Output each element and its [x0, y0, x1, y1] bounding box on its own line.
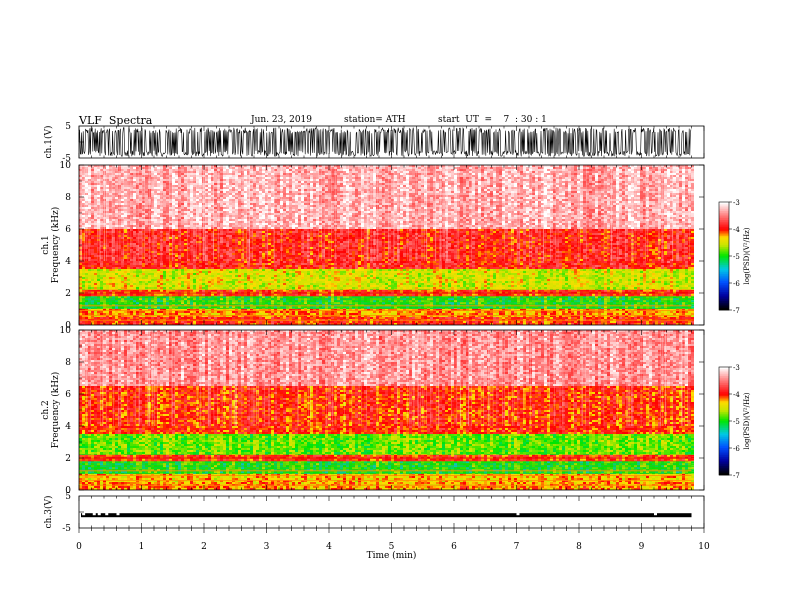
ch1-colorbar-label: log(PSD)(V²/Hz)	[743, 227, 751, 284]
ch2-band-0	[79, 482, 694, 490]
x-tick-label-5: 5	[389, 542, 395, 552]
ch3-gap-1	[92, 512, 96, 516]
ch3-wave-ytick-top: 5	[65, 492, 71, 502]
ch2-spec-ytick-2: 6	[65, 390, 71, 400]
ch3-gap-4	[116, 512, 120, 516]
plot-title: VLF Spectra	[79, 114, 152, 127]
ch3-gap-3	[105, 512, 109, 516]
ch1-band-6	[79, 165, 694, 229]
ch1-spectrogram	[79, 165, 694, 325]
ch2-spec-ytick-4: 2	[65, 454, 71, 464]
ch3-gap-6	[654, 512, 657, 516]
ch1-spec-ytick-5: 0	[65, 321, 71, 331]
ch2-spec-ytick-0: 10	[60, 326, 72, 336]
ch1-spec-ylabel-frequency: Frequency (kHz)	[50, 207, 61, 284]
x-tick-label-0: 0	[76, 542, 82, 552]
ch2-band-5	[79, 386, 694, 434]
x-axis-label: Time (min)	[367, 550, 417, 561]
ch2-spec-ylabel-frequency: Frequency (kHz)	[50, 372, 61, 449]
ch1-spec-ytick-1: 8	[65, 193, 71, 203]
ch2-spec-ytick-1: 8	[65, 358, 71, 368]
ch3-gap-5	[516, 512, 520, 516]
ch2-spectrogram	[79, 330, 694, 490]
ch2-band-4	[79, 434, 694, 455]
ch2-colorbar-tick-0: -3	[733, 364, 740, 372]
ch1-wave-ytick-top: 5	[65, 122, 71, 132]
x-tick-label-4: 4	[326, 542, 332, 552]
ch2-colorbar-tick-3: -6	[733, 445, 740, 453]
ch1-spec-ylabel-channel: ch.1	[41, 235, 51, 254]
ch2-colorbar-tick-4: -7	[733, 472, 740, 480]
ch2-spec-ytick-5: 0	[65, 486, 71, 496]
ch2-spec-ytick-3: 4	[65, 422, 71, 432]
ch1-colorbar-tick-4: -7	[733, 307, 740, 315]
ch1-band-5	[79, 229, 694, 269]
ch1-wave-ytick-bottom: -5	[62, 154, 71, 164]
ch2-colorbar-label: log(PSD)(V²/Hz)	[743, 392, 751, 449]
start-time-label: start UT = 7 : 30 : 1	[438, 115, 547, 125]
ch1-colorbar-tick-0: -3	[733, 199, 740, 207]
ch1-band-0	[79, 317, 694, 325]
ch3-wave-ylabel: ch.3(V)	[43, 496, 54, 529]
ch1-waveform-trace	[78, 126, 692, 158]
ch1-colorbar-tick-1: -4	[733, 226, 740, 234]
x-tick-label-10: 10	[698, 542, 710, 552]
date-label: Jun. 23, 2019	[251, 115, 312, 125]
ch1-spec-ytick-2: 6	[65, 225, 71, 235]
ch2-colorbar-tick-2: -5	[733, 418, 740, 426]
ch1-colorbar-tick-2: -5	[733, 253, 740, 261]
ch2-band-2	[79, 461, 694, 474]
ch1-spec-ytick-3: 4	[65, 257, 71, 267]
ch3-gap-0	[82, 512, 86, 516]
x-tick-label-9: 9	[639, 542, 645, 552]
ch1-band-1	[79, 309, 694, 317]
x-tick-label-2: 2	[201, 542, 207, 552]
station-label: station= ATH	[344, 115, 406, 125]
x-tick-label-8: 8	[576, 542, 582, 552]
ch2-spec-ylabel-channel: ch.2	[41, 400, 51, 419]
ch1-colorbar-tick-3: -6	[733, 280, 740, 288]
x-tick-label-7: 7	[514, 542, 520, 552]
ch1-band-4	[79, 269, 694, 290]
ch1-spec-ytick-4: 2	[65, 289, 71, 299]
ch1-band-2	[79, 296, 694, 309]
ch1-spec-ytick-0: 10	[60, 161, 72, 171]
ch3-waveform-trace	[81, 513, 692, 518]
ch1-wave-ylabel: ch.1(V)	[43, 126, 54, 159]
ch2-colorbar-tick-1: -4	[733, 391, 740, 399]
ch2-band-6	[79, 330, 694, 386]
ch3-gap-2	[97, 512, 101, 516]
ch2-colorbar	[718, 366, 732, 476]
ch1-colorbar	[718, 201, 732, 311]
x-tick-label-1: 1	[139, 542, 145, 552]
ch3-wave-ytick-bottom: -5	[62, 524, 71, 534]
x-tick-label-3: 3	[264, 542, 270, 552]
x-tick-label-6: 6	[451, 542, 457, 552]
ch2-band-1	[79, 474, 694, 482]
